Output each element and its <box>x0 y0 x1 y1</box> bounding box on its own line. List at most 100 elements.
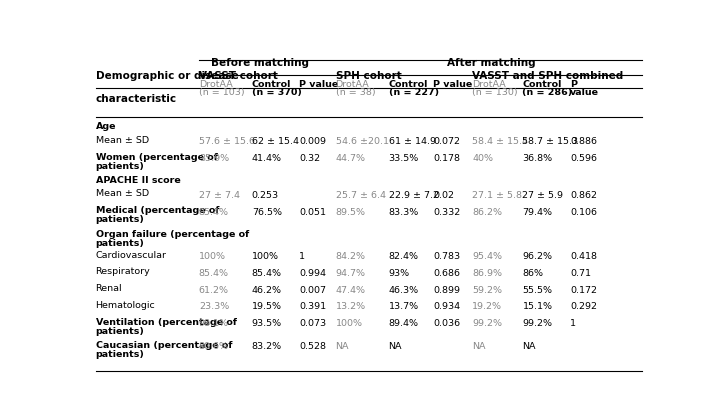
Text: 22.9 ± 7.2: 22.9 ± 7.2 <box>389 191 438 200</box>
Text: 0.32: 0.32 <box>300 154 320 163</box>
Text: 61.2%: 61.2% <box>199 286 229 294</box>
Text: 94.7%: 94.7% <box>336 269 366 278</box>
Text: 41.4%: 41.4% <box>252 154 282 163</box>
Text: 35.9%: 35.9% <box>199 154 229 163</box>
Text: value: value <box>570 88 599 97</box>
Text: patients): patients) <box>96 162 145 171</box>
Text: Demographic or disease: Demographic or disease <box>96 71 238 81</box>
Text: 80.6%: 80.6% <box>199 342 229 352</box>
Text: 46.2%: 46.2% <box>252 286 282 294</box>
Text: 0.178: 0.178 <box>433 154 460 163</box>
Text: 1: 1 <box>300 252 305 261</box>
Text: 13.2%: 13.2% <box>336 302 366 311</box>
Text: patients): patients) <box>96 327 145 336</box>
Text: 0.686: 0.686 <box>433 269 460 278</box>
Text: SPH cohort: SPH cohort <box>336 71 401 81</box>
Text: 46.3%: 46.3% <box>389 286 418 294</box>
Text: 25.7 ± 6.4: 25.7 ± 6.4 <box>336 191 385 200</box>
Text: 84.2%: 84.2% <box>336 252 366 261</box>
Text: characteristic: characteristic <box>96 94 176 104</box>
Text: 95.4%: 95.4% <box>472 252 503 261</box>
Text: Organ failure (percentage of: Organ failure (percentage of <box>96 230 249 239</box>
Text: 0.862: 0.862 <box>570 191 597 200</box>
Text: 62 ± 15.4: 62 ± 15.4 <box>252 137 299 146</box>
Text: Medical (percentage of: Medical (percentage of <box>96 206 219 215</box>
Text: APACHE II score: APACHE II score <box>96 176 180 185</box>
Text: 0.886: 0.886 <box>570 137 597 146</box>
Text: (n = 286): (n = 286) <box>523 88 572 97</box>
Text: 13.7%: 13.7% <box>389 302 418 311</box>
Text: 0.783: 0.783 <box>433 252 460 261</box>
Text: 83.2%: 83.2% <box>252 342 282 352</box>
Text: 83.3%: 83.3% <box>389 207 419 217</box>
Text: 0.899: 0.899 <box>433 286 460 294</box>
Text: Control: Control <box>389 80 428 89</box>
Text: After matching: After matching <box>447 58 536 68</box>
Text: Caucasian (percentage of: Caucasian (percentage of <box>96 341 232 350</box>
Text: 85.4%: 85.4% <box>252 269 282 278</box>
Text: (n = 370): (n = 370) <box>252 88 302 97</box>
Text: patients): patients) <box>96 350 145 359</box>
Text: 27.1 ± 5.8: 27.1 ± 5.8 <box>472 191 522 200</box>
Text: 82.4%: 82.4% <box>389 252 418 261</box>
Text: (n = 227): (n = 227) <box>389 88 438 97</box>
Text: 27 ± 7.4: 27 ± 7.4 <box>199 191 240 200</box>
Text: 0.051: 0.051 <box>300 207 326 217</box>
Text: 40%: 40% <box>472 154 493 163</box>
Text: 85.4%: 85.4% <box>199 207 229 217</box>
Text: 0.106: 0.106 <box>570 207 597 217</box>
Text: 0.71: 0.71 <box>570 269 591 278</box>
Text: P: P <box>570 80 577 89</box>
Text: 0.528: 0.528 <box>300 342 326 352</box>
Text: 0.172: 0.172 <box>570 286 597 294</box>
Text: NA: NA <box>389 342 402 352</box>
Text: 0.072: 0.072 <box>433 137 460 146</box>
Text: 96.2%: 96.2% <box>523 252 552 261</box>
Text: 33.5%: 33.5% <box>389 154 419 163</box>
Text: 44.7%: 44.7% <box>336 154 366 163</box>
Text: NA: NA <box>523 342 536 352</box>
Text: 100%: 100% <box>252 252 279 261</box>
Text: VASST cohort: VASST cohort <box>199 71 278 81</box>
Text: Mean ± SD: Mean ± SD <box>96 189 149 199</box>
Text: 100%: 100% <box>199 252 226 261</box>
Text: 59.2%: 59.2% <box>472 286 503 294</box>
Text: Mean ± SD: Mean ± SD <box>96 136 149 145</box>
Text: 0.994: 0.994 <box>300 269 326 278</box>
Text: 0.596: 0.596 <box>570 154 597 163</box>
Text: 15.1%: 15.1% <box>523 302 552 311</box>
Text: 89.4%: 89.4% <box>389 319 418 328</box>
Text: Control: Control <box>252 80 291 89</box>
Text: 23.3%: 23.3% <box>199 302 229 311</box>
Text: 86%: 86% <box>523 269 544 278</box>
Text: 99.2%: 99.2% <box>523 319 552 328</box>
Text: 0.073: 0.073 <box>300 319 326 328</box>
Text: 85.4%: 85.4% <box>199 269 229 278</box>
Text: (n = 103): (n = 103) <box>199 88 244 97</box>
Text: (n = 130): (n = 130) <box>472 88 518 97</box>
Text: Renal: Renal <box>96 284 122 293</box>
Text: 98.1%: 98.1% <box>199 319 229 328</box>
Text: 93.5%: 93.5% <box>252 319 282 328</box>
Text: Ventilation (percentage of: Ventilation (percentage of <box>96 318 237 327</box>
Text: P value: P value <box>433 80 472 89</box>
Text: NA: NA <box>472 342 486 352</box>
Text: (n = 38): (n = 38) <box>336 88 375 97</box>
Text: DrotAA: DrotAA <box>199 80 233 89</box>
Text: 47.4%: 47.4% <box>336 286 366 294</box>
Text: 55.5%: 55.5% <box>523 286 552 294</box>
Text: 0.036: 0.036 <box>433 319 460 328</box>
Text: 0.292: 0.292 <box>570 302 597 311</box>
Text: 0.02: 0.02 <box>433 191 454 200</box>
Text: patients): patients) <box>96 215 145 224</box>
Text: 27 ± 5.9: 27 ± 5.9 <box>523 191 564 200</box>
Text: 0.934: 0.934 <box>433 302 460 311</box>
Text: 0.391: 0.391 <box>300 302 326 311</box>
Text: 86.9%: 86.9% <box>472 269 503 278</box>
Text: 58.4 ± 15.4: 58.4 ± 15.4 <box>472 137 528 146</box>
Text: 76.5%: 76.5% <box>252 207 282 217</box>
Text: 0.009: 0.009 <box>300 137 326 146</box>
Text: 54.6 ±20.1: 54.6 ±20.1 <box>336 137 389 146</box>
Text: Age: Age <box>96 122 116 131</box>
Text: VASST and SPH combined: VASST and SPH combined <box>472 71 624 81</box>
